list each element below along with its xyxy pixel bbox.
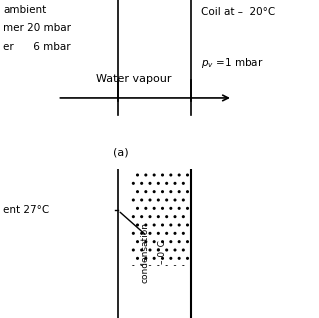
Text: Water vapour: Water vapour xyxy=(96,74,172,84)
Text: ambient: ambient xyxy=(3,5,47,15)
Text: Coil at –  20°C: Coil at – 20°C xyxy=(201,7,275,17)
Text: (a): (a) xyxy=(114,148,129,157)
Text: ent 27°C: ent 27°C xyxy=(3,205,49,215)
Text: condensation: condensation xyxy=(141,222,150,283)
Text: – 0°C: – 0°C xyxy=(158,240,167,264)
Text: $p_v$ =1 mbar: $p_v$ =1 mbar xyxy=(201,56,263,70)
Bar xyxy=(131,169,191,266)
Text: er      6 mbar: er 6 mbar xyxy=(3,42,71,52)
Text: mer 20 mbar: mer 20 mbar xyxy=(3,23,71,33)
